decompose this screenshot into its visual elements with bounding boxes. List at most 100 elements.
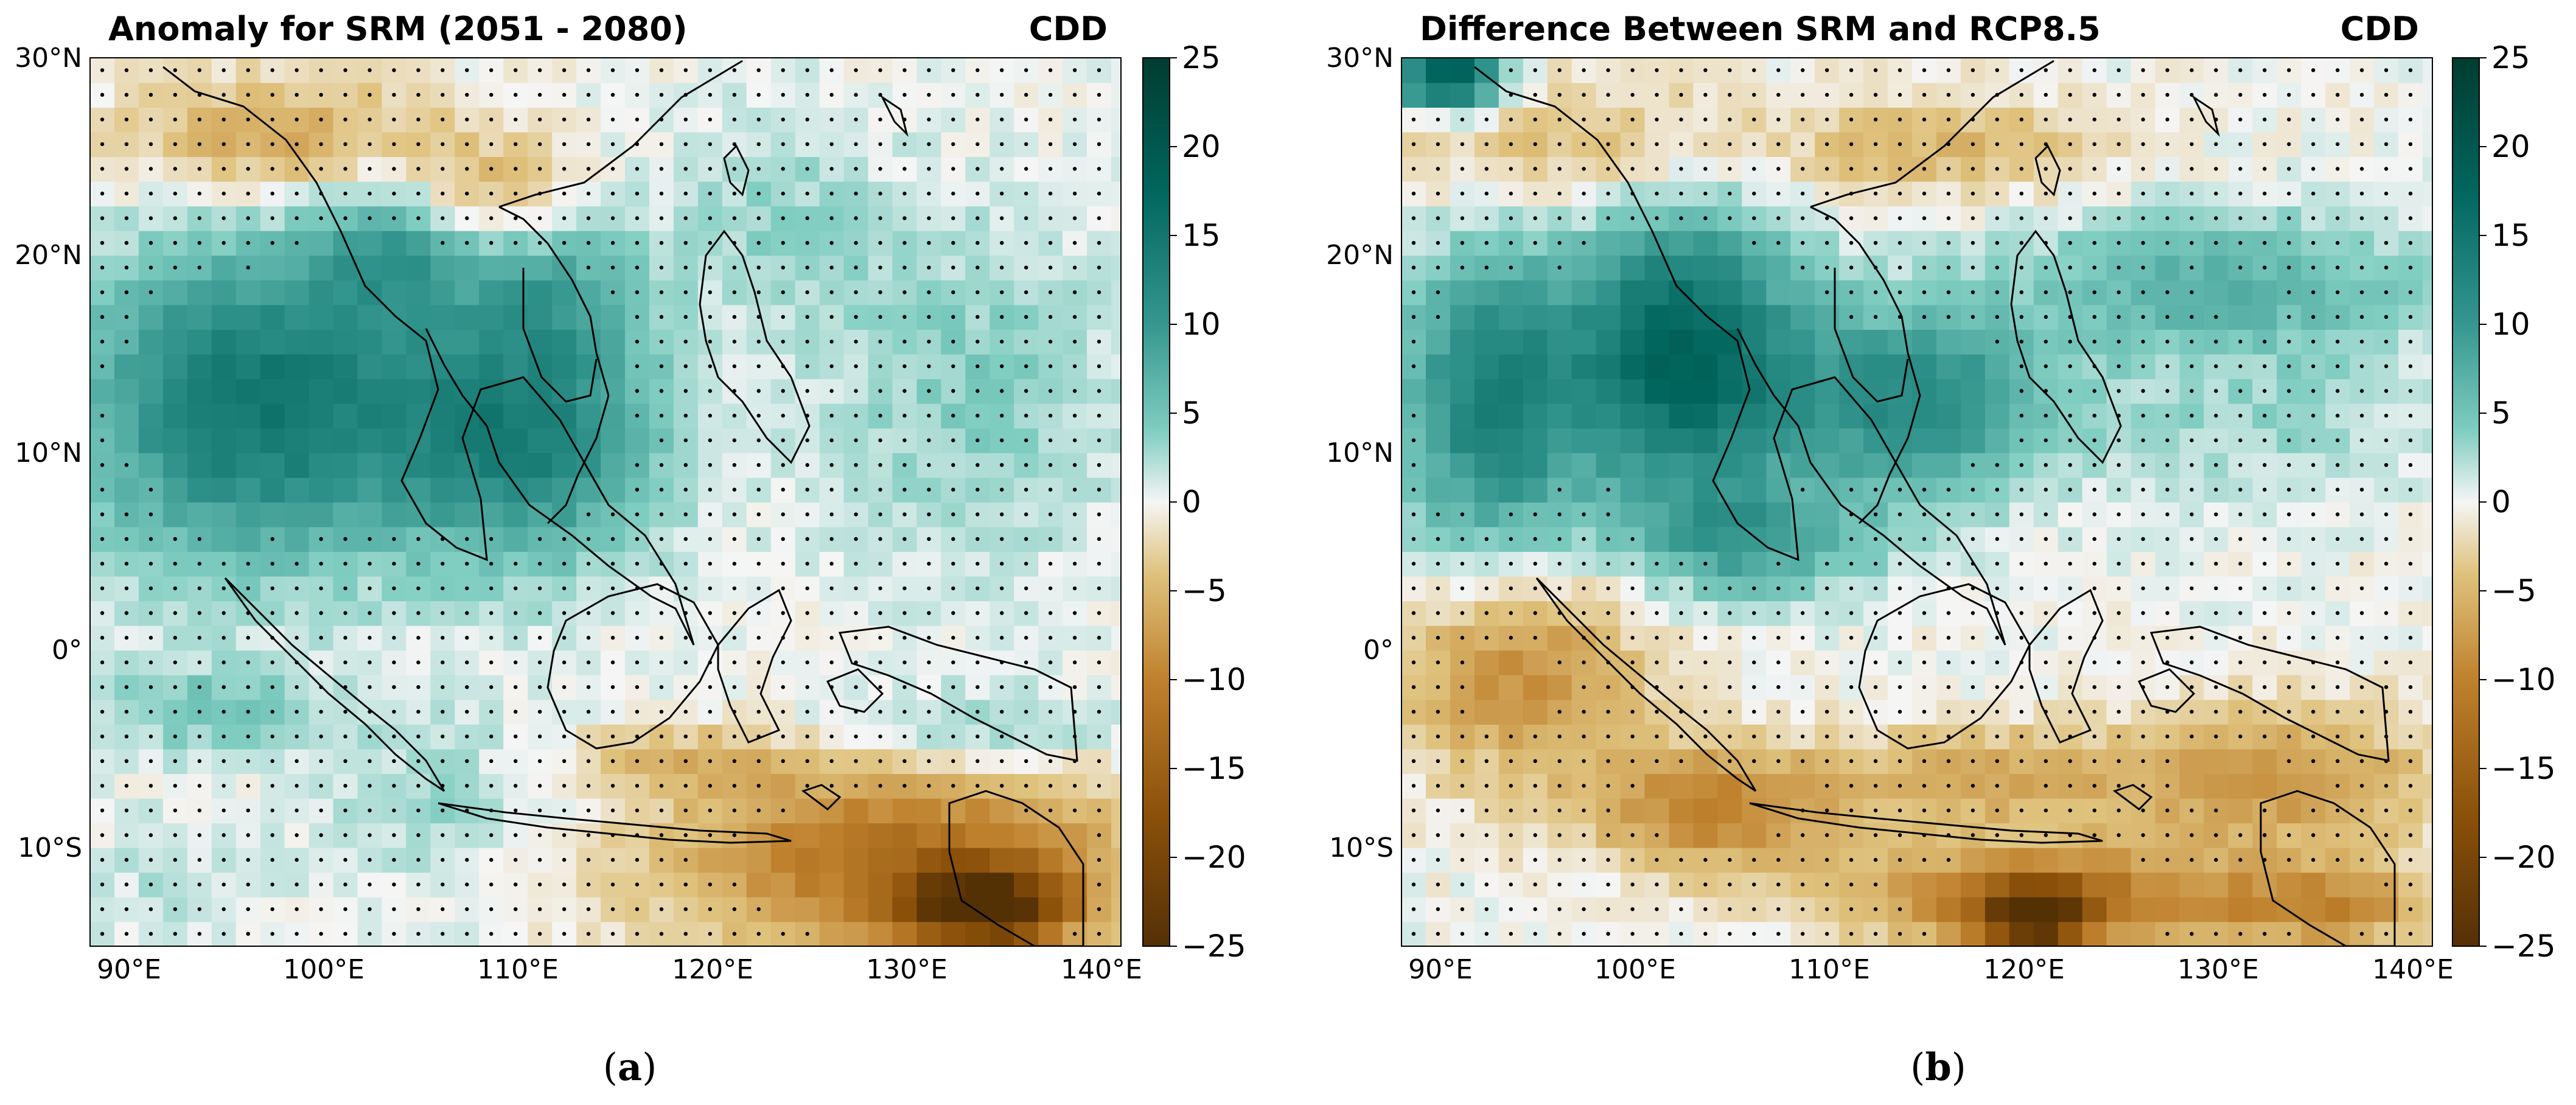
heatmap-cell [1960,921,1986,946]
significance-dot [708,734,713,739]
heatmap-cell [406,304,431,330]
significance-dot [2044,586,2048,591]
significance-dot [1970,833,1975,837]
significance-dot [197,660,201,664]
significance-dot [465,611,469,615]
significance-dot [173,117,177,122]
significance-dot [1557,759,1562,764]
significance-dot [173,92,177,97]
significance-dot [1411,907,1416,912]
significance-dot [683,882,688,887]
significance-dot [732,537,737,541]
heatmap-cell [236,354,261,380]
significance-dot [1606,857,1610,862]
significance-dot [2044,759,2048,764]
significance-dot [1849,857,1854,862]
significance-dot [610,167,615,171]
significance-dot [465,759,469,764]
heatmap-cell [357,304,383,330]
significance-dot [708,685,713,689]
significance-dot [2408,660,2413,664]
significance-dot [1679,660,1683,664]
heatmap-cell [479,452,504,478]
heatmap-cell [1669,329,1694,355]
significance-dot [1606,611,1610,615]
heatmap-cell [187,428,212,453]
significance-dot [1024,241,1028,245]
heatmap-cell [2204,872,2229,898]
significance-dot [441,685,445,689]
significance-dot [392,660,396,664]
significance-dot [2359,635,2364,640]
significance-dot [1436,734,1440,739]
heatmap-cell [284,378,310,404]
heatmap-cell [2423,156,2432,182]
heatmap-cell [1111,650,1121,675]
significance-dot [2190,709,2194,714]
significance-dot [1509,882,1513,887]
significance-dot [635,364,640,369]
significance-dot [1970,635,1975,640]
significance-dot [416,117,421,122]
significance-dot [708,635,713,640]
heatmap-cell [1620,230,1646,256]
significance-dot [124,241,129,245]
heatmap-cell [1620,255,1646,281]
heatmap-cell [1474,674,1499,700]
significance-dot [1897,833,1902,837]
heatmap-cell [892,847,918,873]
heatmap-cell [382,329,407,355]
significance-dot [1995,709,1999,714]
significance-dot [732,487,737,492]
significance-dot [1995,685,1999,689]
significance-dot [1460,586,1465,591]
significance-dot [1072,389,1077,393]
significance-dot [878,660,882,664]
significance-dot [2165,635,2169,640]
significance-dot [1728,759,1732,764]
significance-dot [295,734,299,739]
heatmap-cell [990,872,1015,898]
heatmap-cell [990,847,1015,873]
significance-dot [2165,759,2169,764]
significance-dot [514,857,518,862]
significance-dot [1825,882,1829,887]
heatmap-cell [1717,551,1743,577]
significance-dot [441,784,445,788]
significance-dot [586,611,591,615]
significance-dot [854,759,858,764]
panel-a-x-tick: 110°E [477,954,559,985]
significance-dot [610,833,615,837]
significance-dot [1703,709,1708,714]
significance-dot [976,389,980,393]
significance-dot [976,315,980,319]
significance-dot [270,611,274,615]
heatmap-cell [1571,378,1597,404]
heatmap-cell [1936,452,1961,478]
significance-dot [124,117,129,122]
heatmap-cell [187,280,212,305]
significance-dot [854,241,858,245]
significance-dot [1024,808,1028,813]
heatmap-cell [211,502,237,528]
significance-dot [124,734,129,739]
significance-dot [1679,709,1683,714]
significance-dot [1655,907,1659,912]
significance-dot [1024,142,1028,147]
significance-dot [805,216,809,220]
significance-dot [756,784,761,788]
heatmap-cell [552,354,577,380]
significance-dot [2336,857,2340,862]
significance-dot [1776,611,1781,615]
significance-dot [1048,364,1053,369]
significance-dot [1557,734,1562,739]
significance-dot [902,759,907,764]
heatmap-cell [2009,872,2034,898]
heatmap-cell [211,526,237,552]
heatmap-cell [1693,354,1719,380]
heatmap-cell [1742,798,1767,824]
significance-dot [173,241,177,245]
significance-dot [1072,512,1077,517]
significance-dot [756,68,761,72]
significance-dot [1072,241,1077,245]
